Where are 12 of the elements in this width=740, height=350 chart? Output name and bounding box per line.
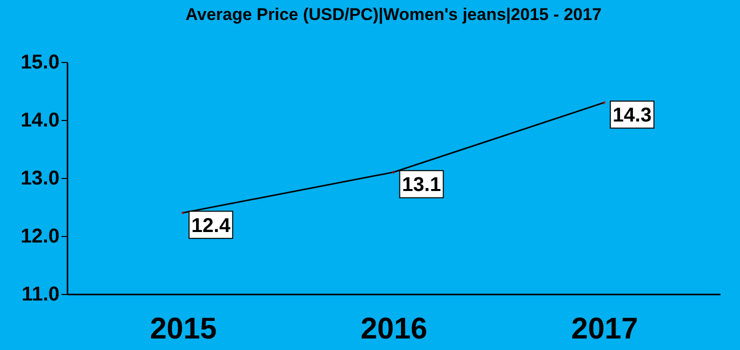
y-tick-label: 12.0 [20, 226, 60, 248]
x-tick-label: 2015 [150, 312, 217, 346]
y-tick-label: 14.0 [20, 110, 60, 132]
data-label: 14.3 [612, 104, 652, 127]
x-tick-label: 2017 [571, 312, 638, 346]
chart-title: Average Price (USD/PC)|Women's jeans|2015 - 2017 [185, 5, 602, 24]
y-tick-label: 15.0 [20, 52, 60, 74]
x-tick-label: 2016 [360, 312, 428, 346]
data-label: 12.4 [191, 214, 232, 237]
data-label: 13.1 [402, 174, 441, 196]
y-tick-label: 11.0 [22, 284, 60, 306]
y-tick-label: 13.0 [20, 168, 60, 190]
